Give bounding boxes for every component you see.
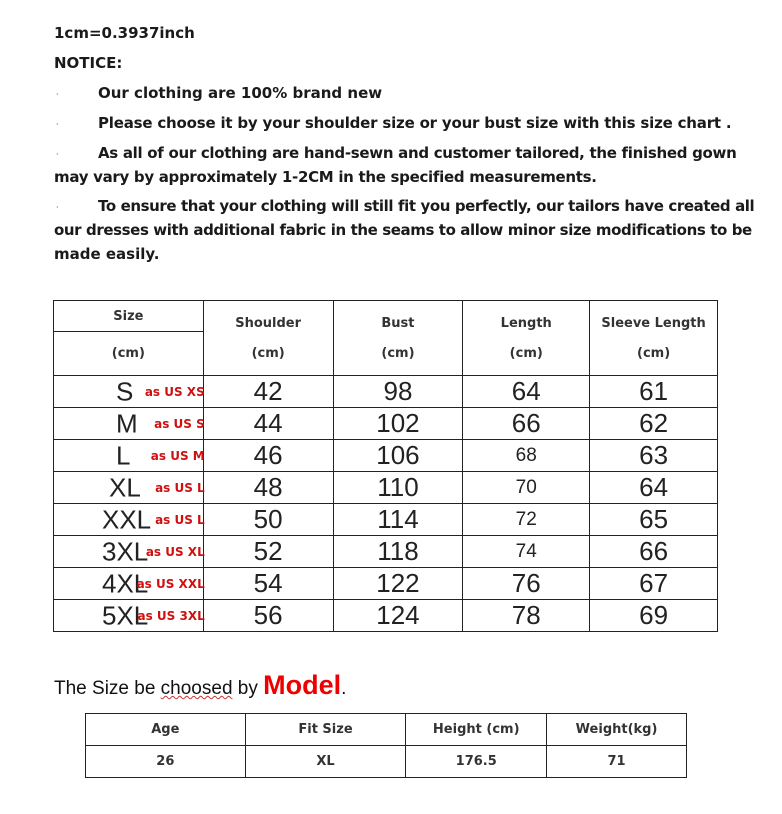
bullet: · (56, 203, 59, 212)
size-label: 4XL (102, 568, 149, 598)
length-value: 64 (462, 375, 591, 408)
conversion-note: 1cm=0.3937inch (54, 24, 195, 42)
us-size-label: as US S (154, 416, 205, 431)
header-size-unit: (cm) (53, 331, 204, 376)
size-row: 4XL as US XXL 54 122 76 67 (53, 567, 718, 600)
length-value: 74 (462, 535, 591, 568)
size-chart-table: Size Shoulder (cm) Bust (cm) Length (cm) Sl… (53, 300, 718, 632)
notice-item: To ensure that your clothing will still … (98, 197, 755, 215)
bust-value: 98 (332, 375, 464, 408)
us-size-label: as US XL (145, 544, 205, 559)
us-size-label: as US 3XL (137, 608, 205, 623)
sleeve-length-value: 61 (589, 375, 718, 408)
model-caption: The Size be choosed by Model. (54, 670, 347, 700)
us-size-label: as US XXL (136, 576, 205, 591)
notice-item: our dresses with additional fabric in th… (54, 221, 752, 239)
header-shoulder: Shoulder (cm) (202, 300, 334, 376)
length-value: 76 (462, 567, 591, 600)
length-value: 68 (462, 439, 591, 472)
shoulder-value: 54 (202, 567, 334, 600)
header-length: Length (cm) (462, 300, 591, 376)
notice-item: As all of our clothing are hand-sewn and… (98, 144, 737, 162)
size-row: 5XL as US 3XL 56 124 78 69 (53, 599, 718, 632)
size-label: 5XL (102, 600, 149, 630)
shoulder-value: 42 (202, 375, 334, 408)
sleeve-length-value: 64 (589, 471, 718, 504)
notice-heading: NOTICE: (54, 54, 123, 72)
model-header-age: Age (85, 713, 246, 746)
model-header-weight: Weight(kg) (546, 713, 687, 746)
header-sleeve-length: Sleeve Length (cm) (589, 300, 718, 376)
notice-item: Please choose it by your shoulder size o… (98, 114, 732, 132)
length-value: 66 (462, 407, 591, 440)
size-label: M (116, 408, 138, 438)
model-table: Age Fit Size Height (cm) Weight(kg) 26 XL 176… (85, 713, 687, 778)
bust-value: 110 (332, 471, 464, 504)
size-label: XL (109, 472, 141, 502)
us-size-label: as US XS (144, 384, 205, 399)
length-value: 70 (462, 471, 591, 504)
size-cell: XL as US L (53, 471, 205, 504)
length-value: 78 (462, 599, 591, 632)
notice-item: made easily. (54, 245, 160, 263)
size-label: XXL (102, 504, 152, 534)
size-cell: 3XL as US XL (53, 535, 205, 568)
bust-value: 124 (332, 599, 464, 632)
bust-value: 114 (332, 503, 464, 536)
size-row: XL as US L 48 110 70 64 (53, 471, 718, 504)
bullet: · (56, 90, 59, 99)
sleeve-length-value: 66 (589, 535, 718, 568)
us-size-label: as US L (155, 480, 205, 495)
shoulder-value: 50 (202, 503, 334, 536)
sleeve-length-value: 62 (589, 407, 718, 440)
size-label: L (116, 440, 131, 470)
bust-value: 102 (332, 407, 464, 440)
shoulder-value: 44 (202, 407, 334, 440)
size-cell: 4XL as US XXL (53, 567, 205, 600)
bullet: · (56, 150, 59, 159)
bullet: · (56, 120, 59, 129)
header-bust: Bust (cm) (332, 300, 464, 376)
size-cell: 5XL as US 3XL (53, 599, 205, 632)
us-size-label: as US M (150, 448, 205, 463)
shoulder-value: 52 (202, 535, 334, 568)
notice-item: may vary by approximately 1-2CM in the s… (54, 168, 597, 186)
size-cell: XXL as US L (53, 503, 205, 536)
bust-value: 106 (332, 439, 464, 472)
shoulder-value: 56 (202, 599, 334, 632)
model-fit-size: XL (244, 745, 407, 778)
sleeve-length-value: 69 (589, 599, 718, 632)
shoulder-value: 46 (202, 439, 334, 472)
shoulder-value: 48 (202, 471, 334, 504)
size-label: 3XL (102, 536, 149, 566)
sleeve-length-value: 65 (589, 503, 718, 536)
size-row: XXL as US L 50 114 72 65 (53, 503, 718, 536)
size-label: S (116, 376, 134, 406)
model-header-fit-size: Fit Size (244, 713, 407, 746)
bust-value: 122 (332, 567, 464, 600)
model-header-height: Height (cm) (405, 713, 548, 746)
us-size-label: as US L (155, 512, 205, 527)
size-row: 3XL as US XL 52 118 74 66 (53, 535, 718, 568)
sleeve-length-value: 63 (589, 439, 718, 472)
notice-item: Our clothing are 100% brand new (98, 84, 383, 102)
model-height: 176.5 (405, 745, 548, 778)
bust-value: 118 (332, 535, 464, 568)
sleeve-length-value: 67 (589, 567, 718, 600)
model-age: 26 (85, 745, 246, 778)
header-size: Size (53, 300, 204, 332)
model-weight: 71 (546, 745, 687, 778)
length-value: 72 (462, 503, 591, 536)
model-highlight: Model (263, 670, 342, 700)
